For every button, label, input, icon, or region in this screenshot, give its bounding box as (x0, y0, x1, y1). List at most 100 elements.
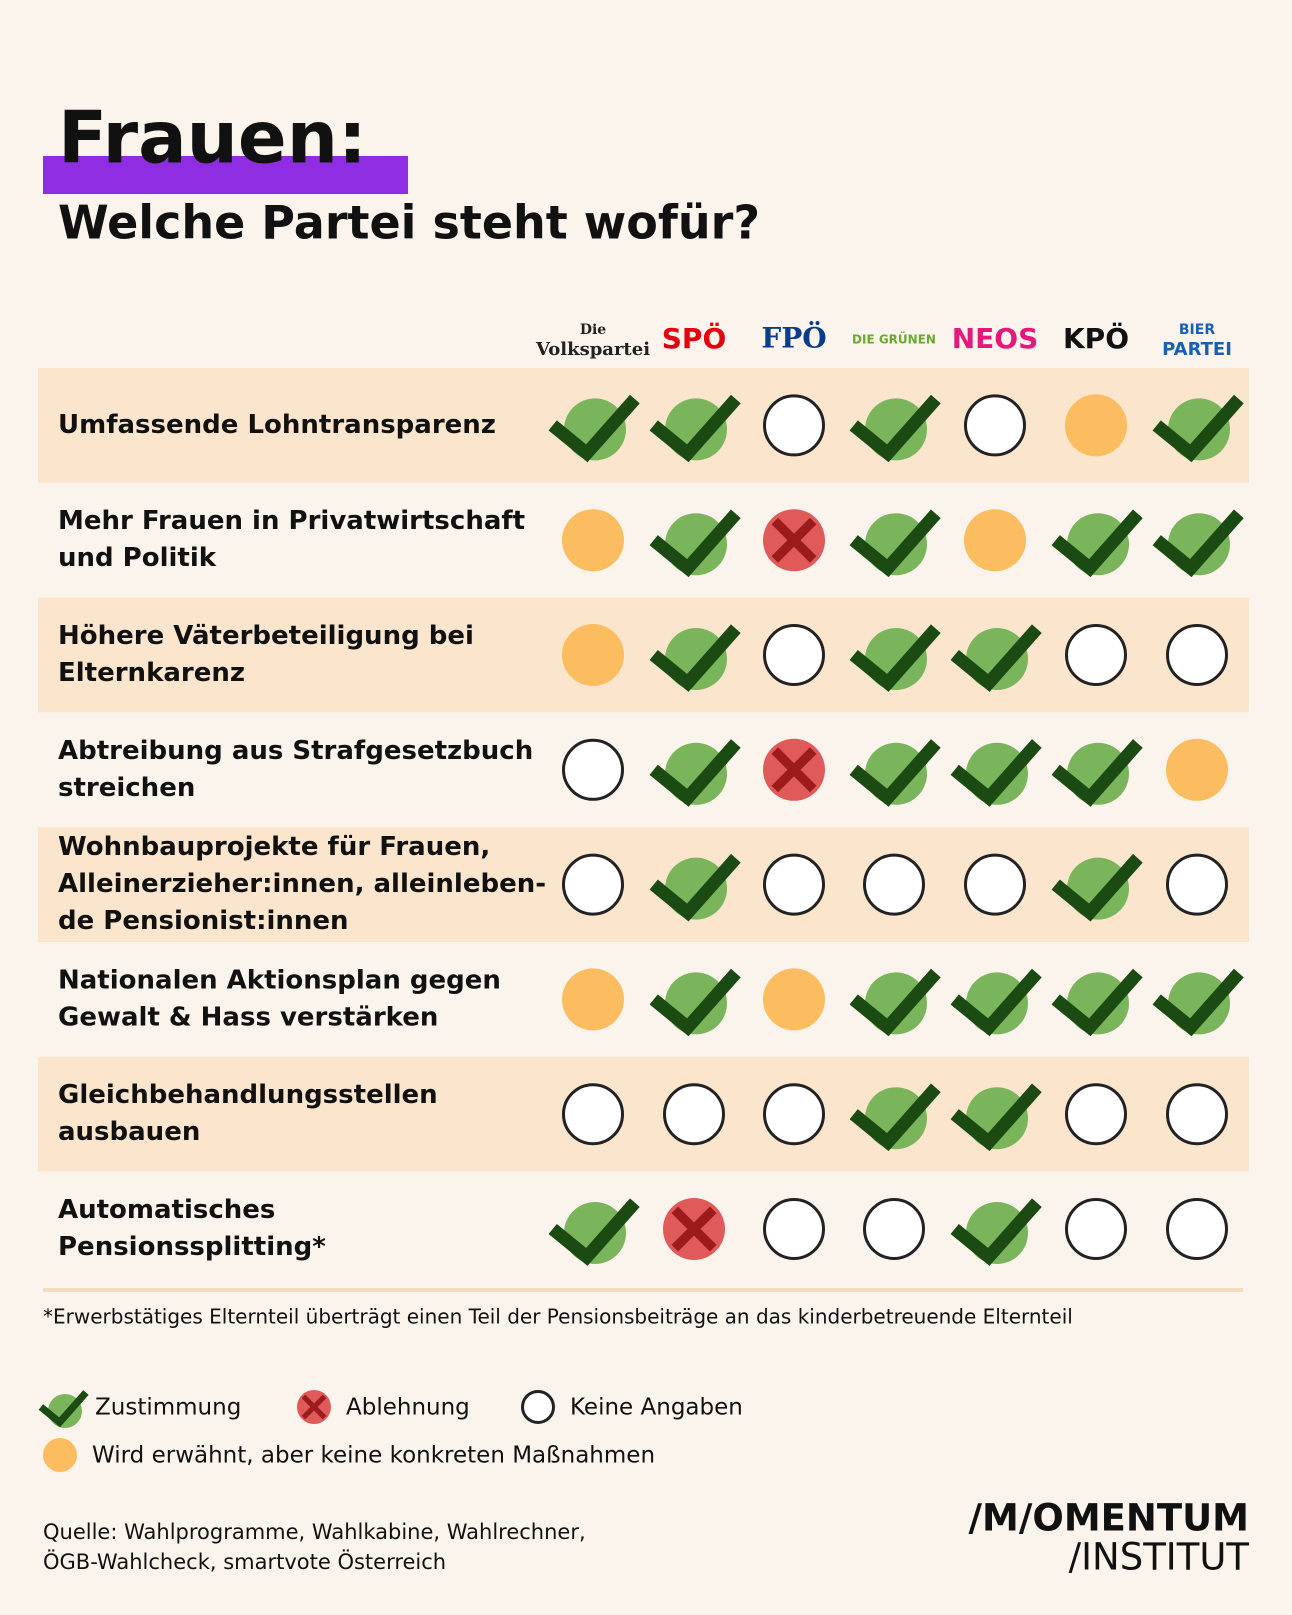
check (649, 624, 741, 692)
status-icon (763, 394, 825, 457)
row-label: Mehr Frauen in Privatwirtschaft (58, 506, 525, 536)
legend-label: Zustimmung (95, 1395, 241, 1421)
status-icon (649, 968, 741, 1037)
cross (671, 1206, 717, 1252)
check (1051, 509, 1143, 578)
icon-circle (1065, 624, 1127, 686)
footnote: *Erwerbstätiges Elternteil überträgt ein… (43, 1305, 1073, 1329)
check (1152, 509, 1244, 578)
check (1051, 739, 1143, 807)
check (849, 509, 941, 578)
check (849, 624, 941, 692)
icon-circle (964, 394, 1026, 457)
check (649, 509, 741, 578)
status-icon (950, 1083, 1042, 1152)
cross (301, 1394, 327, 1420)
status-icon (663, 1198, 725, 1260)
icon-circle (1166, 738, 1228, 801)
check (849, 394, 941, 463)
check (950, 968, 1042, 1037)
status-icon (1166, 624, 1228, 686)
status-icon (964, 394, 1026, 457)
status-icon (1051, 853, 1143, 922)
check (849, 1083, 941, 1152)
status-icon (950, 1198, 1042, 1266)
status-icon (1166, 1083, 1228, 1146)
row-label: de Pensionist:innen (58, 906, 349, 936)
status-icon (562, 968, 624, 1031)
row-label: Umfassende Lohntransparenz (58, 410, 496, 440)
icon-circle (1166, 1198, 1228, 1260)
check (950, 739, 1042, 807)
icon-circle (1166, 853, 1228, 916)
source: ÖGB-Wahlcheck, smartvote Österreich (43, 1549, 446, 1574)
row-band (38, 827, 1249, 942)
icon-circle (663, 1083, 725, 1146)
status-icon (1166, 738, 1228, 801)
status-icon (964, 853, 1026, 916)
check (950, 1083, 1042, 1152)
check (38, 1390, 89, 1428)
status-icon (863, 1198, 925, 1260)
row-label: Automatisches (58, 1195, 275, 1225)
status-icon (1065, 1198, 1127, 1260)
check (649, 853, 741, 922)
status-icon (562, 509, 624, 572)
status-icon (649, 394, 741, 463)
status-icon (649, 509, 741, 578)
status-icon (763, 624, 825, 686)
icon-circle (763, 394, 825, 457)
check (950, 624, 1042, 692)
party-logo: Volkspartei (535, 339, 650, 360)
row-label: Gleichbehandlungsstellen (58, 1080, 438, 1110)
party-logo: BIER (1179, 322, 1215, 338)
icon-circle (1065, 1083, 1127, 1146)
party-logo: FPÖ (761, 321, 826, 355)
icon-circle (863, 1198, 925, 1260)
check (849, 739, 941, 807)
status-icon (43, 1438, 77, 1472)
check (548, 1198, 640, 1266)
row-label: Gewalt & Hass verstärken (58, 1002, 438, 1032)
title: Frauen: (58, 96, 367, 180)
status-icon (562, 738, 624, 801)
status-icon (964, 509, 1026, 572)
check (1152, 394, 1244, 463)
check (649, 394, 741, 463)
icon-circle (964, 853, 1026, 916)
status-icon (1065, 624, 1127, 686)
party-logo: PARTEI (1162, 339, 1232, 360)
status-icon (38, 1390, 89, 1428)
row-label: ausbauen (58, 1117, 200, 1147)
status-icon (849, 509, 941, 578)
icon-circle (1166, 1083, 1228, 1146)
status-icon (1166, 1198, 1228, 1260)
icon-circle (562, 738, 624, 801)
icon-circle (763, 1083, 825, 1146)
icon-circle (521, 1390, 555, 1424)
row-label: Abtreibung aus Strafgesetzbuch (58, 736, 533, 766)
status-icon (521, 1390, 555, 1424)
status-icon (950, 624, 1042, 692)
check (1051, 968, 1143, 1037)
party-logo: DIE GRÜNEN (852, 332, 936, 347)
status-icon (1152, 394, 1244, 463)
row-label: Höhere Väterbeteiligung bei (58, 621, 474, 651)
party-logo: Die (580, 322, 606, 338)
brand: /M/OMENTUM (969, 1497, 1249, 1540)
icon-circle (763, 1198, 825, 1260)
status-icon (763, 509, 825, 572)
icon-circle (562, 1083, 624, 1146)
status-icon (1065, 394, 1127, 457)
row-label: und Politik (58, 543, 217, 573)
status-icon (649, 624, 741, 692)
status-icon (763, 1083, 825, 1146)
icon-circle (1065, 394, 1127, 457)
party-logo: KPÖ (1063, 321, 1129, 355)
status-icon (849, 739, 941, 807)
status-icon (849, 624, 941, 692)
party-logo: SPÖ (662, 321, 727, 355)
status-icon (562, 853, 624, 916)
